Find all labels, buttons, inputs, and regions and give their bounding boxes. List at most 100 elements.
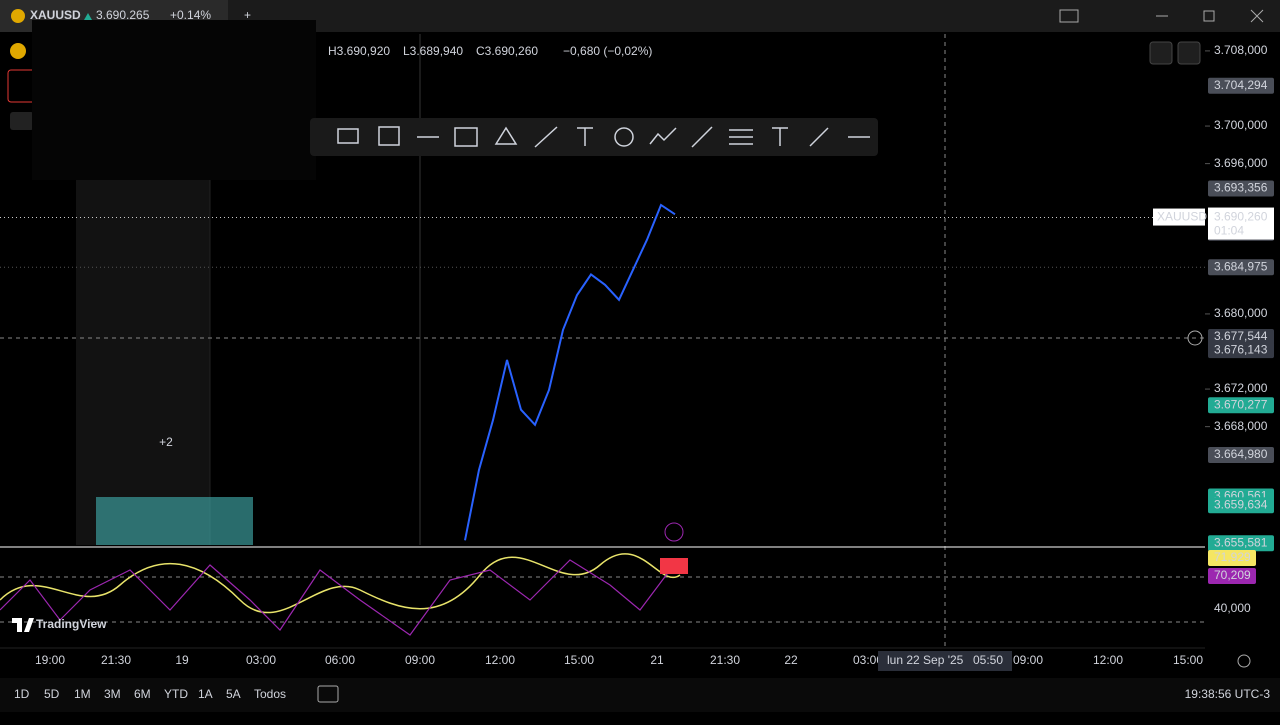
time-tick-label: 09:00 bbox=[405, 653, 435, 667]
tab-symbol: XAUUSD bbox=[30, 8, 81, 22]
price-tag-label: 3.659,634 bbox=[1214, 497, 1268, 511]
price-tag bbox=[1208, 535, 1274, 552]
price-tick-label: 3.700,000 bbox=[1214, 118, 1268, 132]
time-tick-label: 03:00 bbox=[853, 653, 883, 667]
layout-btn[interactable] bbox=[1059, 9, 1079, 23]
price-tag bbox=[1208, 77, 1274, 94]
time-tick-label: 22 bbox=[784, 653, 798, 667]
timeframe-button[interactable]: Todos bbox=[254, 687, 286, 701]
countdown: 01:04 bbox=[1214, 224, 1244, 238]
price-tick-label: 3.668,000 bbox=[1214, 419, 1268, 433]
tool[interactable] bbox=[494, 126, 518, 145]
price-tag-label: 3.677,544 bbox=[1214, 329, 1268, 343]
ohlc-change: −0,680 (−0,02%) bbox=[563, 44, 652, 58]
tool[interactable] bbox=[378, 126, 400, 146]
time-tick-label: 12:00 bbox=[485, 653, 515, 667]
timeframe-button[interactable]: 5A bbox=[226, 687, 241, 701]
time-tick-label: 21:30 bbox=[710, 653, 740, 667]
timeframe-button[interactable]: 5D bbox=[44, 687, 60, 701]
tab-change: +0.14% bbox=[170, 8, 211, 22]
time-tick-label: 19:00 bbox=[35, 653, 65, 667]
rsi-line bbox=[0, 559, 671, 636]
timeframe-button[interactable]: YTD bbox=[164, 687, 188, 701]
price-tag bbox=[1208, 447, 1274, 464]
crosshair-date: lun 22 Sep '25 bbox=[887, 653, 964, 667]
new-tab[interactable]: + bbox=[244, 8, 251, 22]
event-icon[interactable] bbox=[664, 522, 684, 542]
ohlc-close: C3.690,260 bbox=[476, 44, 538, 58]
tab-price: 3.690.265 bbox=[96, 8, 150, 22]
tool[interactable] bbox=[729, 129, 753, 145]
up-arrow bbox=[84, 13, 92, 20]
time-tick-label: 21 bbox=[650, 653, 664, 667]
ohlc-low: L3.689,940 bbox=[403, 44, 463, 58]
date-range-btn[interactable] bbox=[317, 685, 339, 703]
timeframe-button[interactable]: 1A bbox=[198, 687, 213, 701]
timeframe-button[interactable]: 1M bbox=[74, 687, 91, 701]
crosshair-time-tag bbox=[878, 651, 1012, 671]
symbol-icon bbox=[10, 43, 26, 59]
tool[interactable] bbox=[649, 127, 677, 145]
price-tag bbox=[1208, 180, 1274, 197]
rsi-marker bbox=[660, 558, 688, 574]
tab-icon bbox=[11, 9, 25, 23]
collapse-btn[interactable] bbox=[10, 112, 34, 130]
rsi-tag-label: 40,000 bbox=[1214, 601, 1251, 615]
settings-btn[interactable] bbox=[1237, 654, 1251, 668]
price-tag-label: 3.676,143 bbox=[1214, 342, 1268, 356]
window-controls bbox=[1059, 9, 1264, 23]
rsi-signal bbox=[0, 553, 681, 614]
rsi-tag-label: 70,209 bbox=[1214, 568, 1251, 582]
timeframe-button[interactable]: 6M bbox=[134, 687, 151, 701]
webcam-overlay bbox=[32, 20, 316, 180]
price-tick-label: 3.672,000 bbox=[1214, 381, 1268, 395]
download-btn[interactable] bbox=[1149, 41, 1173, 65]
price-tick-label: 3.680,000 bbox=[1214, 306, 1268, 320]
time-tick-label: 15:00 bbox=[1173, 653, 1203, 667]
time-tick-label: 06:00 bbox=[325, 653, 355, 667]
add-button[interactable] bbox=[1187, 330, 1203, 346]
ohlc-high: H3.690,920 bbox=[328, 44, 390, 58]
price-tag-label: 3.664,980 bbox=[1214, 447, 1268, 461]
drawing-tools bbox=[337, 126, 870, 148]
tool[interactable] bbox=[534, 126, 558, 148]
price-tag-label: 3.670,277 bbox=[1214, 397, 1268, 411]
clock: 19:38:56 UTC-3 bbox=[1185, 687, 1271, 701]
price-tag bbox=[1208, 342, 1274, 359]
price-tag bbox=[1208, 397, 1274, 414]
crosshair-time: 05:50 bbox=[973, 653, 1003, 667]
rsi-tag bbox=[1208, 550, 1256, 566]
time-tick-label: 15:00 bbox=[564, 653, 594, 667]
close[interactable] bbox=[1250, 9, 1264, 23]
rsi-tag-label: 71,929 bbox=[1214, 550, 1251, 564]
timeframe-button[interactable]: 1D bbox=[14, 687, 30, 701]
timeframe-button[interactable]: 3M bbox=[104, 687, 121, 701]
price-tick-label: 3.708,000 bbox=[1214, 43, 1268, 57]
time-tick-label: 09:00 bbox=[1013, 653, 1043, 667]
price-tag-label: 3.655,581 bbox=[1214, 535, 1268, 549]
tool[interactable] bbox=[772, 127, 788, 146]
tool[interactable] bbox=[577, 127, 593, 146]
price-tag-label: 3.693,356 bbox=[1214, 181, 1268, 195]
tool[interactable] bbox=[691, 126, 713, 148]
tool[interactable] bbox=[614, 127, 634, 147]
tool[interactable] bbox=[454, 127, 478, 147]
price-path bbox=[464, 203, 676, 541]
time-tick-label: 19 bbox=[175, 653, 189, 667]
time-tick-label: 12:00 bbox=[1093, 653, 1123, 667]
maximize[interactable] bbox=[1203, 10, 1215, 22]
bottom-bar bbox=[0, 678, 1280, 712]
price-tag bbox=[1208, 497, 1274, 514]
logo-mark bbox=[12, 618, 34, 632]
logo: TradingView bbox=[36, 617, 107, 631]
symbol-tag bbox=[1153, 208, 1205, 226]
rsi-tag bbox=[1208, 601, 1256, 617]
time-tick-label: 21:30 bbox=[101, 653, 131, 667]
refresh-btn[interactable] bbox=[1177, 41, 1201, 65]
price-tag bbox=[1208, 328, 1274, 345]
tool[interactable] bbox=[337, 128, 359, 144]
price-tag-label: 3.684,975 bbox=[1214, 259, 1268, 273]
price-tick-label: 3.696,000 bbox=[1214, 156, 1268, 170]
tool[interactable] bbox=[809, 127, 829, 147]
